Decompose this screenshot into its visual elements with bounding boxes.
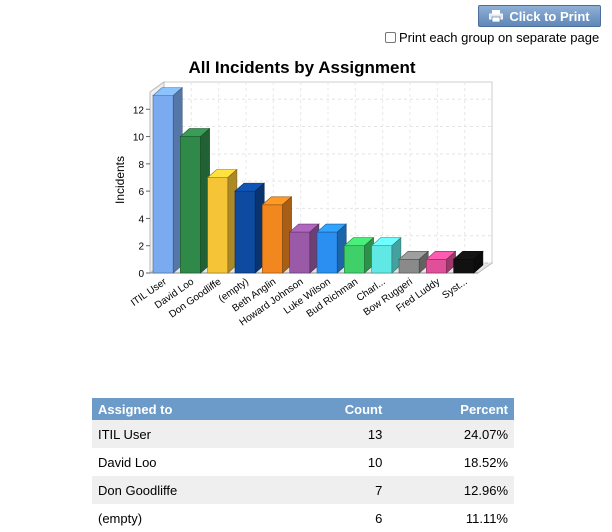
- bar[interactable]: [398, 250, 430, 274]
- y-tick-label: 10: [133, 133, 145, 144]
- row-count: 13: [284, 420, 389, 448]
- bar-front: [262, 204, 283, 274]
- row-count: 6: [284, 504, 389, 532]
- bar[interactable]: [152, 86, 184, 274]
- y-tick-label: 4: [138, 214, 144, 225]
- row-percent: 18.52%: [388, 448, 514, 476]
- click-to-print-button[interactable]: Click to Print: [478, 5, 601, 27]
- bar-front: [453, 259, 475, 274]
- row-name: Don Goodliffe: [92, 476, 285, 504]
- table-row[interactable]: David Loo 10 18.52%: [92, 448, 514, 476]
- row-count: 10: [284, 448, 389, 476]
- col-percent-header[interactable]: Percent: [388, 398, 514, 420]
- bar-front: [426, 259, 447, 274]
- bar[interactable]: [179, 127, 211, 274]
- y-axis-label: Incidents: [113, 156, 127, 204]
- table-row[interactable]: Don Goodliffe 7 12.96%: [92, 476, 514, 504]
- bar-front: [289, 231, 311, 274]
- y-tick-label: 6: [138, 187, 144, 198]
- col-assigned-header[interactable]: Assigned to: [92, 398, 285, 420]
- printer-icon: [489, 10, 504, 22]
- chart-bars: [152, 86, 484, 274]
- bar[interactable]: [261, 196, 293, 274]
- bar[interactable]: [452, 250, 484, 274]
- bar[interactable]: [234, 182, 266, 274]
- y-tick-label: 2: [138, 242, 144, 253]
- table-row[interactable]: ITIL User 13 24.07%: [92, 420, 514, 448]
- row-percent: 11.11%: [388, 504, 514, 532]
- table-header-row: Assigned to Count Percent: [92, 398, 514, 420]
- y-tick-label: 8: [138, 160, 144, 171]
- row-count: 7: [284, 476, 389, 504]
- bar[interactable]: [425, 250, 457, 274]
- table-row[interactable]: (empty) 6 11.11%: [92, 504, 514, 532]
- bar-front: [398, 259, 420, 274]
- col-count-header[interactable]: Count: [284, 398, 389, 420]
- bar-front: [152, 95, 174, 274]
- bar[interactable]: [370, 237, 402, 274]
- click-to-print-label: Click to Print: [509, 8, 590, 24]
- bar-front: [371, 245, 393, 274]
- bar[interactable]: [288, 223, 320, 274]
- row-percent: 12.96%: [388, 476, 514, 504]
- bar[interactable]: [206, 168, 238, 274]
- bar-front: [180, 136, 201, 274]
- y-tick-label: 0: [138, 269, 144, 280]
- bar-front: [234, 190, 256, 274]
- row-name: (empty): [92, 504, 285, 532]
- incidents-table: Assigned to Count Percent ITIL User 13 2…: [92, 398, 514, 532]
- x-tick-label: Syst...: [440, 276, 469, 301]
- separate-page-option[interactable]: Print each group on separate page: [385, 30, 599, 45]
- row-percent: 24.07%: [388, 420, 514, 448]
- bar[interactable]: [343, 237, 375, 274]
- bar-front: [316, 231, 338, 274]
- row-name: ITIL User: [92, 420, 285, 448]
- y-tick-label: 12: [133, 105, 145, 116]
- bar-front: [207, 177, 229, 274]
- bar-side: [473, 250, 484, 274]
- bar[interactable]: [316, 223, 348, 274]
- separate-page-checkbox[interactable]: [385, 32, 396, 43]
- row-name: David Loo: [92, 448, 285, 476]
- bar-front: [344, 245, 365, 274]
- separate-page-label: Print each group on separate page: [399, 30, 600, 45]
- chart-title: All Incidents by Assignment: [188, 58, 416, 77]
